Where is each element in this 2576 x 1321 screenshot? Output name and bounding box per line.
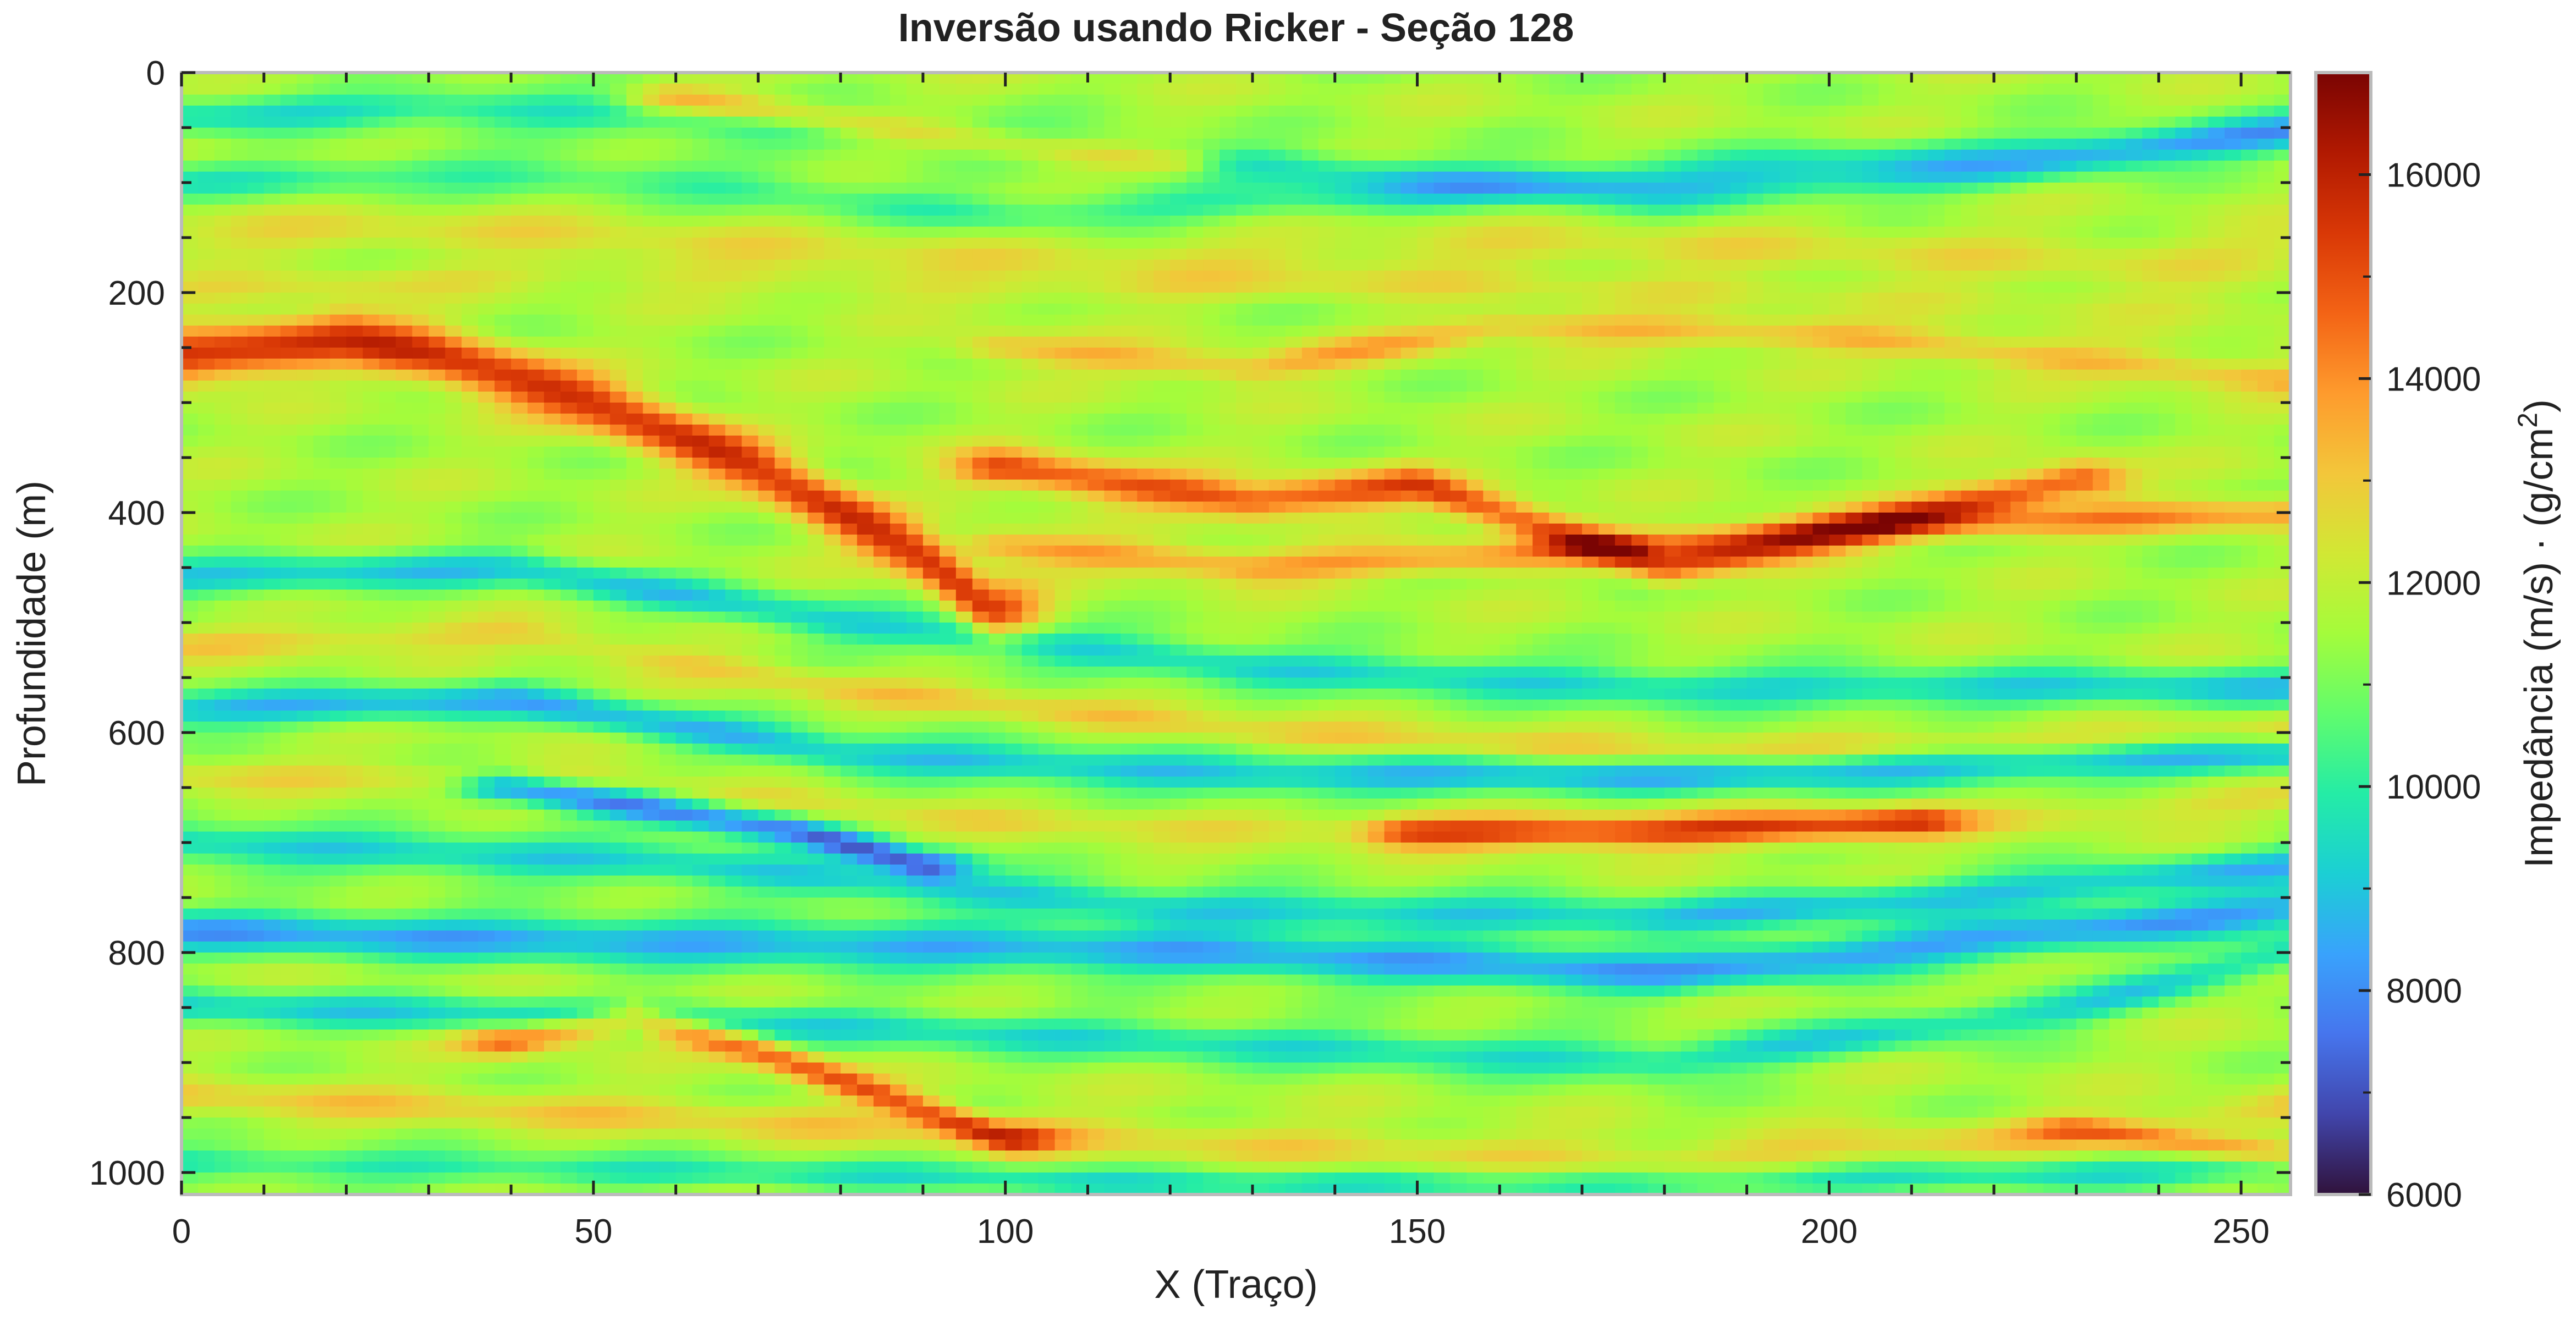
colorbar-ticks: 6000 8000 10000 12000 14000 16000 (2359, 156, 2481, 1214)
y-tick-label: 400 (108, 494, 165, 532)
colorbar-tick-label: 12000 (2386, 564, 2481, 602)
colorbar-gradient (2314, 71, 2372, 1196)
y-tick-label: 200 (108, 274, 165, 312)
impedance-heatmap (182, 73, 2291, 1195)
y-axis-label: Profundidade (m) (10, 481, 54, 786)
colorbar-tick-label: 8000 (2386, 972, 2462, 1010)
x-axis: 0 50 100 150 200 250 (172, 73, 2270, 1251)
y-tick-label: 1000 (89, 1154, 165, 1192)
x-tick-label: 50 (574, 1213, 612, 1251)
y-axis: 0 200 400 600 800 1000 (89, 54, 2291, 1192)
chart-title: Inversão usando Ricker - Seção 128 (898, 6, 1574, 50)
colorbar-label: Impedância (m/s) · (g/cm2) (2512, 399, 2561, 868)
colorbar-tick-label: 10000 (2386, 768, 2481, 806)
x-tick-label: 200 (1801, 1213, 1858, 1251)
y-tick-label: 600 (108, 714, 165, 752)
colorbar-tick-label: 16000 (2386, 156, 2481, 194)
y-tick-label: 800 (108, 934, 165, 972)
x-tick-label: 250 (2212, 1213, 2269, 1251)
y-tick-label: 0 (146, 54, 165, 92)
plot-frame (180, 71, 2292, 1196)
x-tick-label: 150 (1389, 1213, 1446, 1251)
x-tick-label: 0 (172, 1213, 191, 1251)
x-axis-label: X (Traço) (1154, 1263, 1317, 1307)
x-tick-label: 100 (977, 1213, 1034, 1251)
colorbar: 6000 8000 10000 12000 14000 16000 Impedância … (2314, 71, 2561, 1214)
colorbar-tick-label: 6000 (2386, 1176, 2462, 1214)
colorbar-tick-label: 14000 (2386, 360, 2481, 398)
